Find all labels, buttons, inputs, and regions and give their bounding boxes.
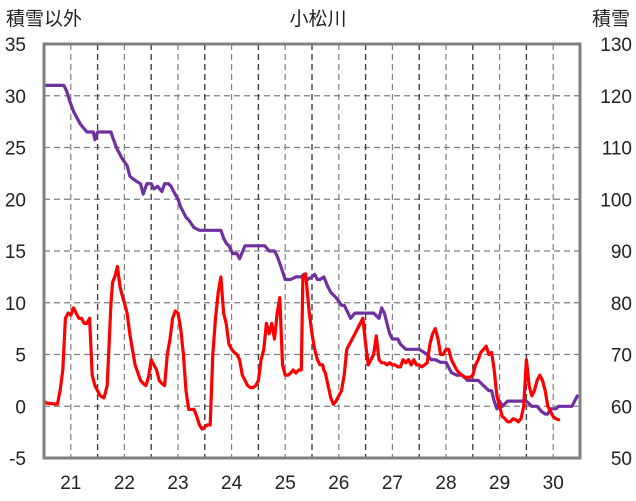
left-tick-label: 25 [5, 139, 26, 160]
right-tick-label: 80 [611, 294, 632, 315]
right-tick-label: 90 [611, 242, 632, 263]
series-line-snow-depth [42, 83, 579, 416]
x-tick-label: 30 [543, 473, 564, 494]
chart-title: 小松川 [289, 8, 346, 30]
x-tick-label: 21 [60, 473, 81, 494]
left-tick-label: 0 [15, 397, 26, 418]
right-tick-label: 70 [611, 346, 632, 367]
right-tick-label: 50 [611, 449, 632, 470]
x-tick-label: 26 [328, 473, 349, 494]
left-tick-label: 15 [5, 242, 26, 263]
right-tick-label: 110 [602, 139, 632, 160]
plot-frame [42, 42, 582, 460]
left-tick-label: 10 [5, 294, 26, 315]
x-tick-label: 27 [382, 473, 403, 494]
x-tick-label: 29 [489, 473, 510, 494]
series-group [42, 83, 579, 431]
left-tick-label: 35 [5, 35, 26, 56]
grid [44, 44, 580, 458]
x-tick-label: 24 [221, 473, 243, 494]
left-tick-label: -5 [9, 449, 26, 470]
x-tick-label: 28 [435, 473, 456, 494]
x-tick-label: 23 [167, 473, 188, 494]
left-axis-label: 積雪以外 [6, 8, 82, 30]
x-tick-label: 25 [275, 473, 296, 494]
left-tick-label: 20 [5, 190, 26, 211]
left-tick-label: 30 [5, 87, 26, 108]
right-axis-label: 積雪 [592, 8, 630, 30]
right-tick-label: 60 [611, 397, 632, 418]
right-tick-label: 130 [600, 35, 632, 56]
series-line-other [42, 264, 561, 431]
left-tick-label: 5 [15, 346, 26, 367]
tick-labels: -5 0 5 10 15 20 25 30 35 50 60 70 80 90 100 110 120 130 21… [5, 35, 632, 494]
x-tick-label: 22 [114, 473, 135, 494]
right-tick-label: 100 [600, 190, 632, 211]
right-tick-label: 120 [600, 87, 632, 108]
